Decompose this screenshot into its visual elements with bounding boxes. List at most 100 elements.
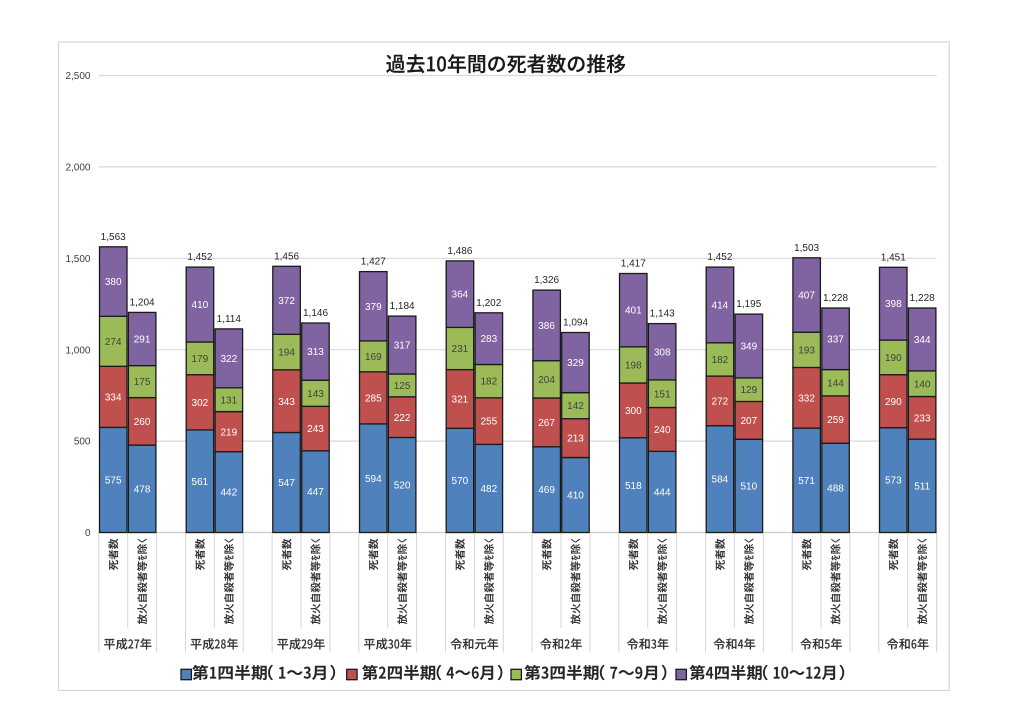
svg-text:1,451: 1,451 bbox=[881, 252, 906, 263]
svg-text:337: 337 bbox=[827, 334, 844, 345]
svg-text:1,486: 1,486 bbox=[447, 246, 472, 257]
svg-text:1,326: 1,326 bbox=[534, 275, 559, 286]
svg-text:0: 0 bbox=[85, 528, 91, 539]
svg-text:1,563: 1,563 bbox=[101, 232, 126, 243]
svg-text:488: 488 bbox=[827, 484, 844, 495]
svg-text:169: 169 bbox=[365, 352, 382, 363]
svg-text:1,146: 1,146 bbox=[303, 308, 328, 319]
svg-text:144: 144 bbox=[827, 378, 844, 389]
svg-text:302: 302 bbox=[192, 398, 209, 409]
svg-text:1,143: 1,143 bbox=[650, 309, 675, 320]
svg-text:1,114: 1,114 bbox=[217, 314, 242, 325]
svg-text:291: 291 bbox=[134, 335, 151, 346]
svg-text:584: 584 bbox=[712, 475, 729, 486]
svg-text:131: 131 bbox=[220, 395, 237, 406]
svg-text:372: 372 bbox=[278, 296, 295, 307]
svg-text:1,228: 1,228 bbox=[823, 293, 848, 304]
svg-text:1,427: 1,427 bbox=[361, 257, 386, 268]
svg-text:129: 129 bbox=[740, 385, 757, 396]
svg-text:500: 500 bbox=[74, 437, 91, 448]
svg-text:285: 285 bbox=[365, 394, 382, 405]
svg-text:379: 379 bbox=[365, 302, 382, 313]
svg-text:1,452: 1,452 bbox=[187, 252, 212, 263]
svg-text:594: 594 bbox=[365, 474, 382, 485]
svg-text:469: 469 bbox=[538, 485, 555, 496]
svg-text:213: 213 bbox=[567, 434, 584, 445]
svg-text:1,500: 1,500 bbox=[65, 254, 90, 265]
svg-text:2,500: 2,500 bbox=[65, 71, 90, 82]
svg-text:380: 380 bbox=[105, 277, 122, 288]
svg-text:573: 573 bbox=[885, 476, 902, 487]
svg-text:1,204: 1,204 bbox=[130, 297, 155, 308]
svg-text:219: 219 bbox=[220, 427, 237, 438]
svg-text:190: 190 bbox=[885, 353, 902, 364]
svg-text:313: 313 bbox=[307, 347, 324, 358]
svg-text:322: 322 bbox=[220, 354, 237, 365]
svg-text:2,000: 2,000 bbox=[65, 163, 90, 174]
svg-text:410: 410 bbox=[192, 300, 209, 311]
svg-text:1,094: 1,094 bbox=[563, 318, 588, 329]
svg-text:447: 447 bbox=[307, 487, 324, 498]
svg-text:198: 198 bbox=[625, 361, 642, 372]
svg-text:410: 410 bbox=[567, 491, 584, 502]
svg-text:386: 386 bbox=[538, 321, 555, 332]
svg-text:349: 349 bbox=[740, 342, 757, 353]
svg-text:398: 398 bbox=[885, 299, 902, 310]
svg-text:401: 401 bbox=[625, 306, 642, 317]
svg-text:1,195: 1,195 bbox=[736, 299, 761, 310]
svg-text:1,456: 1,456 bbox=[274, 251, 299, 262]
svg-text:364: 364 bbox=[452, 290, 469, 301]
svg-text:182: 182 bbox=[480, 377, 497, 388]
svg-text:444: 444 bbox=[654, 488, 671, 499]
svg-text:407: 407 bbox=[798, 291, 815, 302]
svg-text:478: 478 bbox=[134, 484, 151, 495]
svg-text:561: 561 bbox=[192, 477, 209, 488]
svg-text:255: 255 bbox=[480, 417, 497, 428]
svg-text:175: 175 bbox=[134, 377, 151, 388]
svg-text:125: 125 bbox=[394, 381, 411, 392]
svg-text:274: 274 bbox=[105, 337, 122, 348]
svg-text:1,503: 1,503 bbox=[794, 243, 819, 254]
svg-text:1,452: 1,452 bbox=[707, 252, 732, 263]
svg-text:332: 332 bbox=[798, 393, 815, 404]
svg-text:329: 329 bbox=[567, 358, 584, 369]
svg-text:182: 182 bbox=[712, 355, 729, 366]
svg-text:571: 571 bbox=[798, 476, 815, 487]
svg-text:142: 142 bbox=[567, 401, 584, 412]
svg-text:222: 222 bbox=[394, 413, 411, 424]
svg-text:143: 143 bbox=[307, 389, 324, 400]
svg-text:151: 151 bbox=[654, 389, 671, 400]
svg-text:231: 231 bbox=[452, 344, 469, 355]
svg-text:272: 272 bbox=[712, 397, 729, 408]
svg-text:344: 344 bbox=[914, 335, 931, 346]
svg-text:193: 193 bbox=[798, 345, 815, 356]
svg-text:204: 204 bbox=[538, 375, 555, 386]
svg-text:1,417: 1,417 bbox=[621, 259, 646, 270]
svg-text:207: 207 bbox=[740, 416, 757, 427]
svg-text:260: 260 bbox=[134, 417, 151, 428]
svg-text:308: 308 bbox=[654, 347, 671, 358]
svg-text:334: 334 bbox=[105, 393, 122, 404]
svg-text:290: 290 bbox=[885, 397, 902, 408]
svg-text:1,000: 1,000 bbox=[65, 345, 90, 356]
svg-text:520: 520 bbox=[394, 481, 411, 492]
svg-text:482: 482 bbox=[480, 484, 497, 495]
svg-text:570: 570 bbox=[452, 476, 469, 487]
svg-text:442: 442 bbox=[220, 488, 237, 499]
svg-text:194: 194 bbox=[278, 348, 295, 359]
svg-text:259: 259 bbox=[827, 415, 844, 426]
svg-text:1,184: 1,184 bbox=[390, 301, 415, 312]
svg-text:511: 511 bbox=[914, 481, 930, 492]
svg-text:140: 140 bbox=[914, 379, 931, 390]
svg-text:179: 179 bbox=[192, 354, 209, 365]
svg-text:575: 575 bbox=[105, 476, 122, 487]
svg-text:343: 343 bbox=[278, 397, 295, 408]
svg-text:510: 510 bbox=[740, 482, 757, 493]
svg-text:547: 547 bbox=[278, 478, 295, 489]
svg-text:1,228: 1,228 bbox=[910, 293, 935, 304]
svg-text:233: 233 bbox=[914, 413, 931, 424]
svg-text:267: 267 bbox=[538, 418, 555, 429]
svg-text:414: 414 bbox=[712, 301, 729, 312]
svg-text:300: 300 bbox=[625, 406, 642, 417]
svg-text:283: 283 bbox=[480, 334, 497, 345]
